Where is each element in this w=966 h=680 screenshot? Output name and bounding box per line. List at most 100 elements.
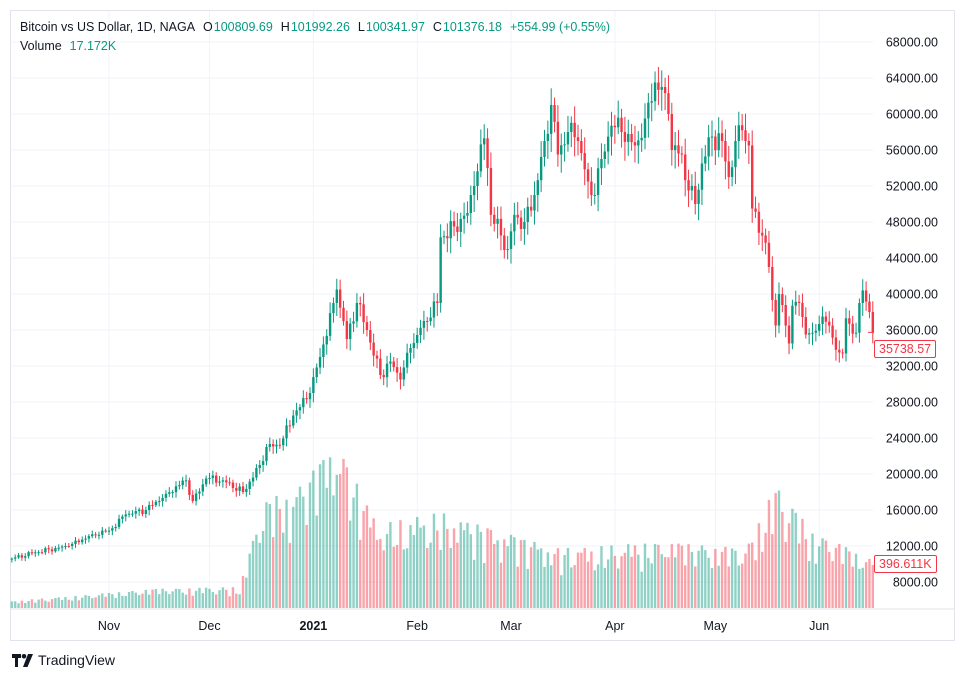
volume-bar (275, 495, 278, 608)
last-volume-tag: 396.611K (874, 555, 937, 573)
candle-up (603, 151, 606, 159)
candle-up (258, 465, 261, 469)
candle-down (305, 398, 308, 400)
volume-bar (389, 522, 392, 608)
volume-bar (419, 527, 422, 608)
candle-down (191, 494, 194, 501)
volume-bar (385, 533, 389, 608)
candle-up (114, 526, 117, 529)
volume-bar (506, 546, 509, 608)
volume-bar (684, 565, 687, 608)
volume-bar (838, 543, 841, 608)
volume-bar (831, 561, 834, 608)
volume-bar (111, 594, 114, 608)
candle-up (352, 321, 355, 324)
volume-bar (355, 483, 359, 608)
candle-up (318, 357, 322, 368)
candle-up (854, 332, 858, 334)
volume-bar (137, 595, 141, 608)
time-tick-label: May (704, 619, 728, 633)
volume-bar (158, 594, 161, 608)
volume-bar (141, 593, 144, 608)
candle-down (365, 322, 369, 330)
volume-bar (546, 552, 550, 608)
candle-up (690, 185, 694, 191)
time-tick-label: Mar (500, 619, 522, 633)
close-label: C (432, 20, 442, 34)
volume-bar (201, 593, 204, 608)
candle-up (563, 144, 566, 146)
candle-down (680, 153, 684, 155)
volume-bar (24, 602, 27, 608)
candle-down (667, 93, 670, 114)
volume-bar (332, 495, 335, 608)
volume-bar (328, 457, 332, 608)
volume-bar (10, 601, 14, 608)
volume-bar (570, 567, 573, 608)
time-axis: Nov Dec 2021 Feb Mar Apr May Jun (98, 619, 829, 633)
candle-up (533, 195, 536, 211)
volume-bar (576, 552, 580, 608)
volume-bar (94, 597, 97, 608)
volume-bar (131, 591, 134, 608)
candle-up (54, 548, 57, 552)
candle-up (158, 501, 161, 503)
candle-down (372, 342, 375, 356)
volume-bar (194, 590, 198, 608)
candle-up (121, 516, 124, 519)
volume-bar (295, 497, 298, 608)
candle-up (814, 330, 818, 333)
price-tick-label: 20000.00 (886, 468, 938, 482)
volume-bar (620, 556, 623, 608)
candle-down (754, 208, 757, 212)
volume-bar (395, 544, 399, 608)
candle-up (295, 410, 298, 416)
price-tick-label: 52000.00 (886, 180, 938, 194)
volume-bar (426, 547, 429, 608)
volume-bar (848, 551, 851, 608)
candle-down (630, 133, 633, 143)
volume-bar (318, 464, 322, 608)
candle-down (30, 552, 34, 554)
price-tick-label: 16000.00 (886, 504, 938, 518)
candle-up (70, 543, 74, 546)
volume-bar (238, 594, 241, 608)
candle-down (516, 214, 519, 218)
candle-up (208, 477, 211, 479)
volume-bar (148, 594, 151, 608)
volume-bar (503, 539, 506, 608)
price-tick-label: 40000.00 (886, 288, 938, 302)
candle-up (469, 195, 472, 213)
volume-bar (740, 563, 744, 608)
candle-down (489, 168, 493, 215)
volume-bar (255, 534, 258, 608)
candle-down (338, 289, 342, 308)
candle-up (858, 303, 861, 333)
volume-bar (640, 571, 643, 608)
candle-up (610, 125, 613, 137)
volume-bar (81, 597, 84, 608)
tradingview-logo[interactable]: TradingView (12, 652, 115, 668)
volume-label: Volume (20, 39, 62, 53)
volume-bar (583, 548, 586, 608)
candle-down (824, 316, 828, 322)
volume-bar (268, 503, 271, 608)
volume-bar (730, 548, 734, 608)
candle-up (325, 335, 328, 345)
candle-up (543, 141, 546, 157)
candle-down (871, 312, 874, 333)
volume-bar (271, 537, 275, 608)
volume-bar (104, 596, 107, 608)
volume-bar (225, 589, 228, 608)
candle-up (643, 118, 647, 138)
candle-down (94, 534, 97, 536)
volume-bar (14, 601, 17, 608)
volume-bar (613, 555, 617, 608)
volume-bar (97, 595, 101, 608)
volume-bar (704, 550, 707, 608)
volume-bar (499, 562, 503, 608)
candle-up (117, 518, 121, 527)
candle-up (700, 163, 704, 190)
candle-up (734, 141, 737, 168)
